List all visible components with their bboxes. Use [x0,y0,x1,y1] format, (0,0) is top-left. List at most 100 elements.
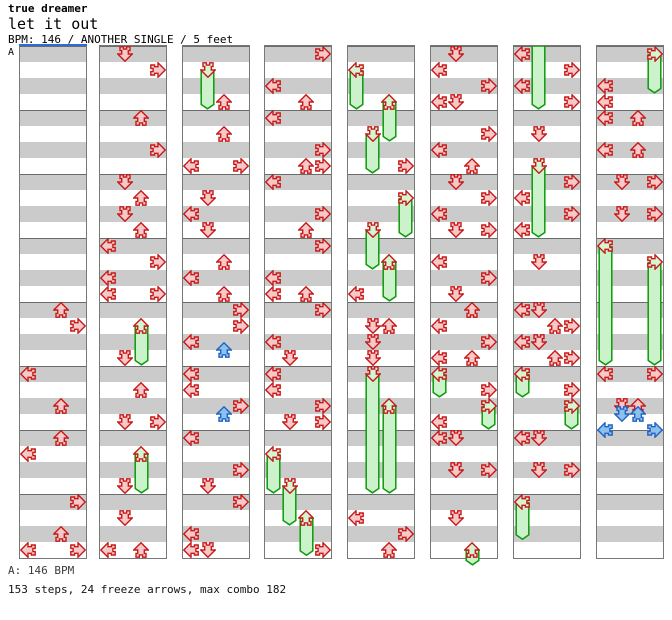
measure-column-5 [347,45,415,559]
tap-arrow-r-icon [563,206,580,222]
freeze-arrow-u-icon [133,318,150,334]
freeze-arrow-l-icon [514,494,531,510]
tap-arrow-l-icon [597,94,614,110]
tap-arrow-d-icon [281,414,298,430]
tap-arrow-l-icon [431,430,448,446]
tap-arrow-d-icon [199,542,216,558]
tap-arrow-d-icon [116,174,133,190]
section-marker-label: A [8,47,15,58]
tap-arrow-d-icon [447,510,464,526]
tap-arrow-r-icon [314,302,331,318]
tap-arrow-d-icon [116,478,133,494]
freeze-tail-u [382,405,397,498]
tap-arrow-u-icon [53,398,70,414]
measure-column-2 [99,45,167,559]
tap-arrow-l-icon [265,366,282,382]
measure-column-1 [19,44,87,559]
tap-arrow-r-icon [480,382,497,398]
tap-arrow-l-icon [514,190,531,206]
tap-arrow-l-icon [431,414,448,430]
freeze-arrow-r-icon [646,254,663,270]
measure-column-6 [430,45,498,566]
tap-arrow-l-icon [431,350,448,366]
tap-arrow-r-icon [314,206,331,222]
tap-arrow-u-icon [216,286,233,302]
tap-arrow-r-icon [149,254,166,270]
tap-arrow-r-icon [232,494,249,510]
tap-arrow-l-icon [514,334,531,350]
tap-arrow-d-icon [447,430,464,446]
tap-arrow-d-icon [530,254,547,270]
tap-arrow-r-icon [232,302,249,318]
tap-arrow-u-icon [298,222,315,238]
tap-arrow-l-icon [100,286,117,302]
tap-arrow-r-icon [480,78,497,94]
tap-arrow-l-icon [597,142,614,158]
tap-arrow-d-icon [116,510,133,526]
tap-arrow-u-icon [216,126,233,142]
tap-arrow-r-icon [314,414,331,430]
tap-arrow-l-icon [514,302,531,318]
tap-arrow-d-icon [613,206,630,222]
tap-arrow-r-icon [69,542,86,558]
tap-arrow-l-icon [183,206,200,222]
tap-arrow-d-icon [530,462,547,478]
step-chart [19,44,664,566]
tap-arrow-l-icon [183,542,200,558]
tap-arrow-l-icon [265,334,282,350]
tap-arrow-u-icon [464,350,481,366]
tap-arrow-l-icon [100,542,117,558]
freeze-arrow-u-icon [381,94,398,110]
tap8-arrow-u-icon [630,406,647,422]
tap-arrow-u-icon [298,158,315,174]
tap-arrow-l-icon [431,254,448,270]
tap-arrow-l-icon [183,334,200,350]
song-artist: true dreamer [8,2,88,15]
tap-arrow-l-icon [348,510,365,526]
freeze-arrow-u-icon [133,446,150,462]
tap-arrow-u-icon [133,382,150,398]
tap-arrow-d-icon [447,94,464,110]
tap-arrow-r-icon [314,398,331,414]
tap-arrow-l-icon [514,222,531,238]
tap-arrow-r-icon [563,174,580,190]
tap8-arrow-u-icon [216,342,233,358]
tap-arrow-r-icon [646,206,663,222]
tap-arrow-d-icon [199,222,216,238]
tap8-arrow-l-icon [597,422,614,438]
tap-arrow-r-icon [563,94,580,110]
tap-arrow-d-icon [199,478,216,494]
tap8-arrow-r-icon [646,422,663,438]
tap-arrow-r-icon [563,382,580,398]
freeze-arrow-l-icon [348,62,365,78]
song-title: let it out [8,15,99,33]
tap-arrow-r-icon [480,462,497,478]
tap-arrow-l-icon [265,78,282,94]
measure-column-4 [264,45,332,559]
tap-arrow-u-icon [53,302,70,318]
tap-arrow-r-icon [480,190,497,206]
tap-arrow-r-icon [397,526,414,542]
tap-arrow-d-icon [447,174,464,190]
tap-arrow-d-icon [447,286,464,302]
tap-arrow-r-icon [232,158,249,174]
tap-arrow-r-icon [149,142,166,158]
freeze-arrow-l-icon [431,366,448,382]
tap-arrow-l-icon [183,526,200,542]
tap-arrow-r-icon [232,398,249,414]
tap-arrow-d-icon [530,430,547,446]
freeze-tail-d [365,373,380,498]
tap-arrow-d-icon [447,46,464,62]
tap-arrow-u-icon [381,542,398,558]
tap-arrow-l-icon [183,270,200,286]
freeze-arrow-r-icon [397,190,414,206]
tap-arrow-l-icon [20,446,37,462]
measure-column-3 [182,45,250,559]
tap-arrow-l-icon [183,158,200,174]
footer-bpm-line: A: 146 BPM [8,564,75,577]
tap-arrow-u-icon [133,190,150,206]
freeze-arrow-d-icon [281,478,298,494]
tap-arrow-r-icon [397,158,414,174]
tap-arrow-r-icon [232,462,249,478]
tap-arrow-u-icon [630,142,647,158]
